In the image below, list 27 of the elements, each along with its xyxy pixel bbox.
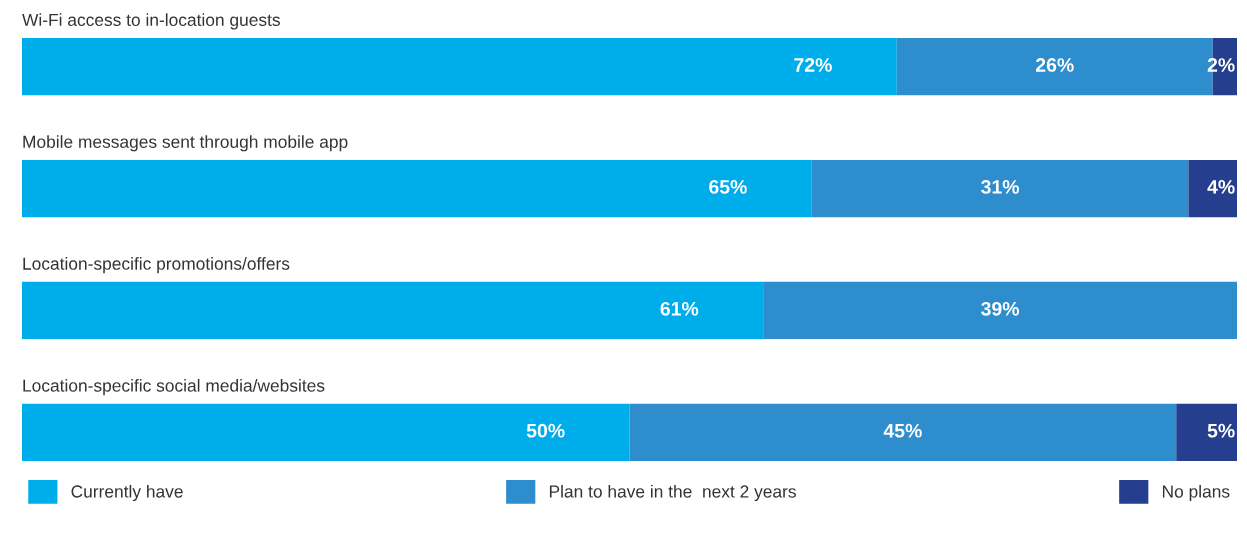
data-label: 45% xyxy=(883,423,922,438)
legend-label: Plan to have in the next 2 years xyxy=(549,484,796,502)
data-label: 4% xyxy=(1207,180,1235,194)
y-tick-label: Location-specific social media/websites xyxy=(23,378,325,396)
bar xyxy=(1188,159,1237,218)
bar xyxy=(22,281,764,340)
data-label: 61% xyxy=(660,301,699,316)
bar xyxy=(763,281,1237,340)
bar xyxy=(22,159,812,218)
data-label: 2% xyxy=(1207,58,1235,72)
bar xyxy=(629,403,1177,461)
y-tick-label: Wi-Fi access to in-location guests xyxy=(22,13,280,30)
bar xyxy=(811,159,1189,218)
data-label: 31% xyxy=(981,180,1020,194)
legend-label: Currently have xyxy=(71,484,183,502)
data-label: 65% xyxy=(709,180,747,194)
bar xyxy=(22,403,630,461)
data-label: 26% xyxy=(1035,58,1074,72)
y-tick-label: Mobile messages sent through mobile app xyxy=(23,135,348,152)
bar xyxy=(1176,403,1237,461)
data-label: 39% xyxy=(981,301,1020,316)
legend-label: No plans xyxy=(1162,484,1230,502)
y-tick-label: Location-specific promotions/offers xyxy=(23,257,290,274)
data-label: 72% xyxy=(794,58,832,72)
data-label: 5% xyxy=(1207,423,1235,438)
data-label: 50% xyxy=(526,423,565,438)
bar xyxy=(22,38,897,96)
